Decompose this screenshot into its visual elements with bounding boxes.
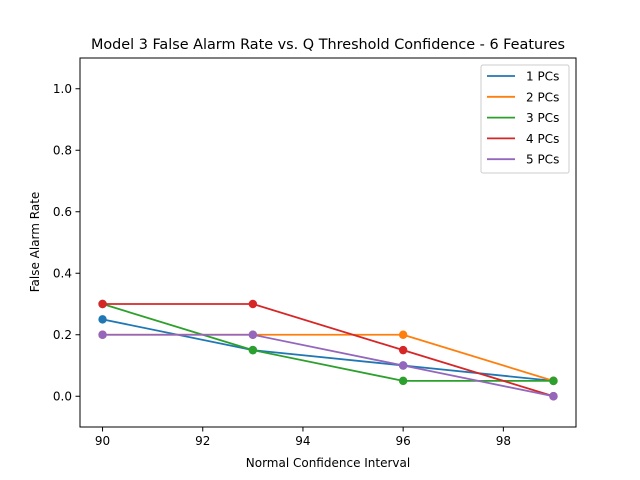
y-tick-label: 0.0	[53, 389, 72, 403]
legend-label: 2 PCs	[526, 90, 559, 104]
data-point-series-1	[98, 315, 107, 324]
data-point-series-5	[549, 392, 558, 401]
legend-label: 3 PCs	[526, 111, 559, 125]
data-point-series-3	[549, 376, 558, 386]
data-point-series-3	[398, 376, 408, 386]
legend-box	[480, 64, 570, 174]
x-ticks: 90 92 94 96 98	[95, 427, 511, 448]
y-axis-label: False Alarm Rate	[28, 192, 42, 293]
series-line-4	[102, 303, 554, 398]
data-point-series-2	[398, 330, 408, 339]
data-point-series-3	[248, 345, 258, 355]
plot-frame	[79, 57, 577, 428]
x-tick-label: 96	[396, 434, 411, 448]
legend-label: 4 PCs	[526, 132, 559, 146]
data-point-series-4	[98, 299, 107, 309]
y-tick-label: 1.0	[53, 82, 72, 96]
legend-label: 1 PCs	[526, 70, 559, 84]
data-point-series-4	[248, 299, 258, 309]
y-tick-label: 0.2	[53, 328, 72, 342]
data-point-series-5	[98, 330, 107, 339]
x-tick-label: 92	[195, 434, 210, 448]
chart-title: Model 3 False Alarm Rate vs. Q Threshold…	[91, 37, 565, 53]
x-tick-label: 94	[295, 434, 310, 448]
x-tick-label: 90	[95, 434, 110, 448]
legend: 1 PCs 2 PCs 3 PCs 4 PCs 5 PCs	[480, 64, 570, 174]
series-line-5	[102, 333, 554, 398]
plot-series	[98, 299, 558, 401]
x-tick-label: 98	[496, 434, 511, 448]
data-point-series-5	[248, 330, 258, 339]
data-point-series-5	[398, 361, 408, 370]
x-axis-label: Normal Confidence Interval	[246, 456, 410, 470]
y-tick-label: 0.8	[53, 143, 72, 157]
y-tick-label: 0.6	[53, 205, 72, 219]
y-ticks: 0.0 0.2 0.4 0.6 0.8 1.0	[53, 82, 80, 403]
y-tick-label: 0.4	[53, 266, 72, 280]
legend-label: 5 PCs	[526, 153, 559, 167]
data-point-series-4	[398, 345, 408, 355]
